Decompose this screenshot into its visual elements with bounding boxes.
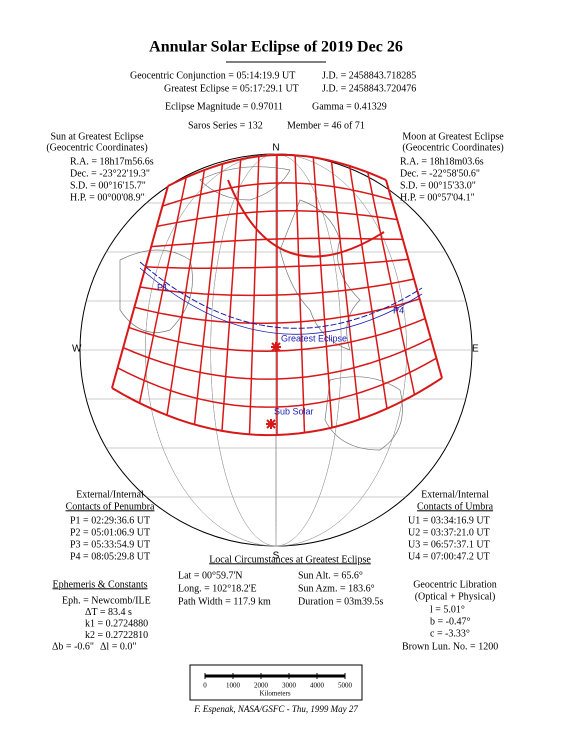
scale-label: 1000: [226, 682, 241, 690]
block-line: H.P. = 00°57'04.1": [400, 192, 475, 203]
footer: F. Espenak, NASA/GSFC - Thu, 1999 May 27: [193, 704, 358, 714]
scale-unit: Kilometers: [259, 690, 290, 698]
block-title: Ephemeris & Constants: [53, 579, 148, 590]
eclipse-grid: [138, 177, 187, 404]
direction-label: W: [72, 344, 82, 355]
eclipse-grid: [330, 160, 361, 420]
eclipse-grid: [221, 159, 242, 431]
map-label: Greatest Eclipse: [281, 333, 347, 343]
block-line: R.A. = 18h18m03.6s: [400, 156, 484, 167]
header-line: J.D. = 2458843.720476: [322, 83, 416, 94]
block-line: U4 = 07:00:47.2 UT: [408, 551, 490, 562]
scale-label: 5000: [338, 682, 353, 690]
block-title: Sun at Greatest Eclipse: [50, 131, 144, 142]
map-label: Sub Solar: [274, 406, 314, 416]
marker-star: [266, 419, 276, 429]
block-title: Geocentric Libration: [413, 579, 497, 590]
block-title: (Geocentric Coordinates): [402, 142, 503, 153]
eclipse-grid: [294, 155, 306, 433]
local-line: Sun Azm. = 183.6°: [298, 583, 375, 594]
block-line: H.P. = 00°00'08.9": [70, 192, 145, 203]
header-line: Member = 46 of 71: [287, 120, 365, 131]
block-title: (Optical + Physical): [415, 591, 496, 602]
ephemeris-line: Δb = -0.6": [52, 641, 94, 652]
scale-box: [189, 664, 363, 701]
block-line: Dec. = -23°22'19.3": [70, 168, 150, 179]
direction-label: E: [472, 344, 479, 355]
block-line: P2 = 05:01:06.9 UT: [70, 527, 150, 538]
land: [324, 376, 403, 451]
block-line: S.D. = 00°16'15.7": [70, 180, 146, 191]
header-line: Eclipse Magnitude = 0.97011: [165, 101, 283, 112]
eclipse-grid: [312, 157, 333, 428]
globe: [79, 153, 473, 547]
central-path: [139, 267, 423, 335]
ephemeris-line: Eph. = Newcomb/ILE: [62, 595, 151, 606]
scale-label: 0: [203, 682, 207, 690]
local-line: Path Width = 117.9 km: [178, 596, 271, 607]
block-line: U2 = 03:37:21.0 UT: [408, 527, 490, 538]
block-title: External/Internal: [421, 489, 489, 500]
ephemeris-line: k1 = 0.2724880: [85, 618, 148, 629]
block-title: (Geocentric Coordinates): [46, 142, 147, 153]
header-line: Greatest Eclipse = 05:17:29.1 UT: [164, 83, 299, 94]
eclipse-grid: [348, 165, 388, 409]
direction-label: S: [273, 551, 280, 562]
marker-star: [271, 342, 281, 352]
eclipse-grid: [248, 156, 260, 435]
local-line: Lat = 00°59.7'N: [178, 570, 243, 581]
eclipse-grid: [166, 169, 206, 416]
block-line: R.A. = 18h17m56.6s: [70, 156, 154, 167]
ephemeris-line: ΔT = 83.4 s: [85, 607, 132, 618]
header-line: J.D. = 2458843.718285: [322, 70, 416, 81]
local-line: Long. = 102°18.2'E: [178, 583, 257, 594]
local-line: Duration = 03m39.5s: [298, 596, 383, 607]
ephemeris-line: Δl = 0.0": [100, 641, 136, 652]
block-line: c = -3.33°: [430, 628, 470, 639]
libration-line: Brown Lun. No. = 1200: [402, 641, 498, 652]
block-line: U1 = 03:34:16.9 UT: [408, 515, 490, 526]
map-label: P1: [157, 282, 168, 292]
header-line: Gamma = 0.41329: [312, 101, 387, 112]
block-title: Moon at Greatest Eclipse: [402, 131, 504, 142]
header-line: Saros Series = 132: [188, 120, 263, 131]
title: Annular Solar Eclipse of 2019 Dec 26: [149, 39, 403, 56]
local-line: Sun Alt. = 65.6°: [298, 570, 363, 581]
eclipse-grid: [111, 185, 169, 389]
scale-label: 4000: [310, 682, 325, 690]
ephemeris-line: k2 = 0.2722810: [85, 630, 148, 641]
scale-label: 3000: [282, 682, 297, 690]
block-title: Local Circumstances at Greatest Eclipse: [209, 554, 371, 565]
header-line: Geocentric Conjunction = 05:14:19.9 UT: [130, 70, 295, 81]
central-path: [139, 261, 423, 329]
eclipse-grid: [385, 179, 443, 379]
scale-label: 2000: [254, 682, 269, 690]
block-line: Dec. = -22°58'50.6": [400, 168, 480, 179]
direction-label: N: [272, 143, 279, 154]
block-line: P3 = 05:33:54.9 UT: [70, 539, 150, 550]
eclipse-grid: [193, 163, 224, 425]
block-line: U3 = 06:57:37.1 UT: [408, 539, 490, 550]
block-line: P4 = 08:05:29.8 UT: [70, 551, 150, 562]
block-line: b = -0.47°: [430, 616, 470, 627]
eclipse-grid: [367, 172, 416, 395]
block-title: Contacts of Penumbra: [66, 501, 155, 512]
block-title: Contacts of Umbra: [417, 501, 494, 512]
block-line: P1 = 02:29:36.6 UT: [70, 515, 150, 526]
block-title: External/Internal: [76, 489, 144, 500]
map-label: P4: [393, 305, 404, 315]
block-line: S.D. = 00°15'33.0": [400, 180, 476, 191]
block-line: l = 5.01°: [430, 604, 465, 615]
eclipse-grid: [227, 179, 385, 258]
